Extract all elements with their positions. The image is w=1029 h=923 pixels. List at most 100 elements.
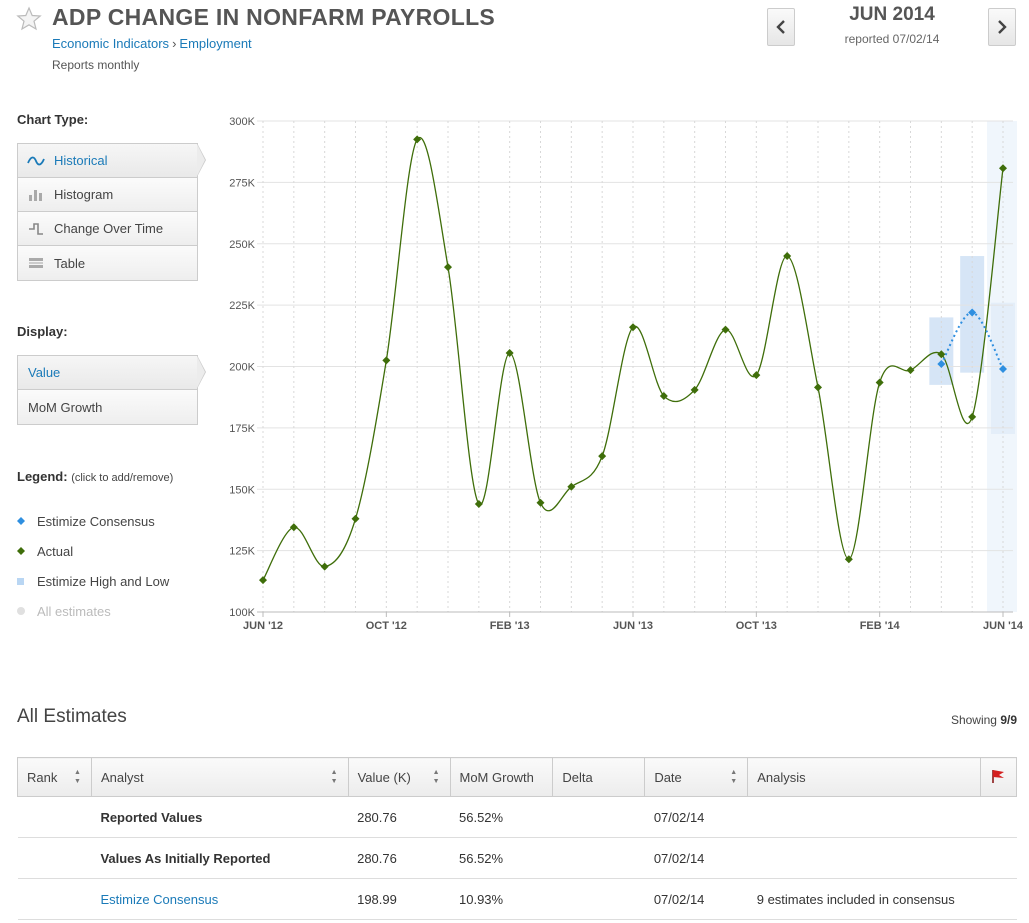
chart-type-historical[interactable]: Historical: [18, 143, 206, 178]
analyst-cell: Reported Values: [91, 796, 349, 838]
period-label: JUN 2014: [849, 4, 935, 25]
actual-point: [413, 135, 422, 144]
previous-period-button[interactable]: [767, 8, 795, 46]
star-icon[interactable]: [16, 6, 42, 32]
breadcrumb-separator: ›: [172, 36, 177, 51]
display-mom-growth[interactable]: MoM Growth: [18, 390, 197, 424]
actual-point: [783, 252, 792, 261]
sort-arrows-icon[interactable]: ▲ ▼: [74, 769, 81, 785]
column-header-mom-growth[interactable]: MoM Growth: [449, 757, 554, 797]
page-title: ADP CHANGE IN NONFARM PAYROLLS: [52, 4, 496, 30]
chart-type-label: Table: [54, 255, 86, 271]
date-cell: 07/02/14: [644, 796, 748, 838]
green-diamond-icon: [17, 547, 25, 555]
reported-date: reported 07/02/14: [844, 32, 940, 46]
legend-item-high-low[interactable]: Estimize High and Low: [17, 566, 169, 596]
actual-point: [320, 562, 329, 571]
actual-point: [659, 391, 668, 400]
actual-point: [721, 325, 730, 334]
column-header-flag[interactable]: [979, 757, 1018, 797]
actual-point: [690, 385, 699, 394]
delta-cell: [552, 878, 645, 920]
legend-item-label: Estimize Consensus: [37, 513, 155, 529]
y-tick-label: 225K: [229, 300, 255, 312]
actual-point: [567, 482, 576, 491]
consensus-point: [968, 308, 977, 317]
actual-point: [536, 498, 545, 507]
legend-item-label: All estimates: [37, 603, 111, 619]
page-header: ADP CHANGE IN NONFARM PAYROLLS Economic …: [0, 0, 1029, 100]
column-header-value[interactable]: Value (K) ▲ ▼: [347, 757, 451, 797]
bars-icon: [29, 189, 42, 201]
breadcrumb-employment[interactable]: Employment: [179, 36, 252, 51]
actual-point: [382, 356, 391, 365]
value-cell: 198.99: [348, 878, 450, 920]
y-tick-label: 175K: [229, 423, 255, 435]
delta-cell: [552, 837, 645, 879]
chart-type-change-over-time[interactable]: Change Over Time: [18, 212, 197, 246]
breadcrumb: Economic Indicators › Employment: [52, 36, 252, 51]
legend-item-all-estimates[interactable]: All estimates: [17, 596, 169, 626]
sort-arrows-icon[interactable]: ▲ ▼: [730, 769, 738, 785]
actual-point: [999, 164, 1007, 173]
x-tick-label: JUN '14: [983, 620, 1024, 632]
y-tick-label: 100K: [229, 607, 255, 619]
rank-cell: [17, 796, 92, 838]
rank-cell: [17, 878, 92, 920]
actual-point: [875, 378, 884, 387]
actual-point: [937, 350, 946, 359]
consensus-point: [999, 364, 1007, 373]
chart-type-heading: Chart Type:: [17, 112, 89, 127]
breadcrumb-economic-indicators[interactable]: Economic Indicators: [52, 36, 170, 51]
value-cell: 280.76: [348, 796, 450, 838]
y-tick-label: 150K: [229, 484, 255, 496]
legend-label: Legend:: [17, 469, 68, 484]
actual-point: [906, 366, 915, 375]
column-header-rank[interactable]: Rank ▲ ▼: [17, 757, 92, 797]
report-frequency: Reports monthly: [52, 58, 140, 72]
flag-cell: [980, 878, 1017, 920]
y-tick-label: 250K: [229, 239, 255, 251]
legend: Estimize Consensus Actual Estimize High …: [17, 506, 169, 626]
column-header-date[interactable]: Date ▲ ▼: [644, 757, 749, 797]
legend-item-consensus[interactable]: Estimize Consensus: [17, 506, 169, 536]
column-header-analyst[interactable]: Analyst ▲ ▼: [90, 757, 349, 797]
chart-type-label: Historical: [54, 153, 108, 168]
step-icon: [29, 222, 43, 235]
chevron-right-icon: [998, 20, 1007, 34]
column-label: Date: [654, 769, 682, 785]
column-header-delta[interactable]: Delta: [552, 757, 646, 797]
column-label: Rank: [27, 769, 58, 785]
sort-arrows-icon[interactable]: ▲ ▼: [432, 769, 440, 785]
chart-type-table[interactable]: Table: [18, 246, 197, 280]
display-value[interactable]: Value: [18, 355, 206, 390]
rank-cell: [17, 837, 92, 879]
analysis-cell: 9 estimates included in consensus: [747, 878, 981, 920]
x-tick-label: JUN '12: [243, 620, 283, 632]
chart-type-group: Historical Histogram Change Over Time Ta…: [17, 143, 206, 281]
chart-type-histogram[interactable]: Histogram: [18, 178, 197, 212]
date-cell: 07/02/14: [644, 837, 748, 879]
grey-circle-icon: [17, 607, 25, 615]
flag-icon[interactable]: [990, 768, 1006, 784]
y-tick-label: 300K: [229, 116, 255, 128]
actual-point: [505, 348, 514, 357]
sort-arrows-icon[interactable]: ▲ ▼: [330, 769, 338, 785]
actual-point: [752, 371, 761, 380]
x-tick-label: FEB '14: [860, 620, 901, 632]
table-row: Estimize Consensus 198.99 10.93% 07/02/1…: [17, 878, 1017, 920]
legend-hint: (click to add/remove): [71, 472, 174, 484]
table-row: Reported Values 280.76 56.52% 07/02/14: [17, 796, 1017, 838]
column-header-analysis[interactable]: Analysis: [747, 757, 981, 797]
legend-item-label: Estimize High and Low: [37, 573, 170, 589]
next-period-button[interactable]: [988, 8, 1016, 46]
actual-point: [259, 576, 267, 585]
historical-line-chart: 100K 125K 150K 175K 200K 225K 250K 275K 300K JUN …: [229, 116, 1024, 632]
legend-item-actual[interactable]: Actual: [17, 536, 169, 566]
analyst-link[interactable]: Estimize Consensus: [91, 878, 349, 920]
x-tick-label: FEB '13: [490, 620, 530, 632]
x-tick-label: OCT '12: [366, 620, 407, 632]
mom-cell: 56.52%: [450, 796, 553, 838]
mom-cell: 56.52%: [450, 837, 553, 879]
x-tick-label: OCT '13: [736, 620, 777, 632]
